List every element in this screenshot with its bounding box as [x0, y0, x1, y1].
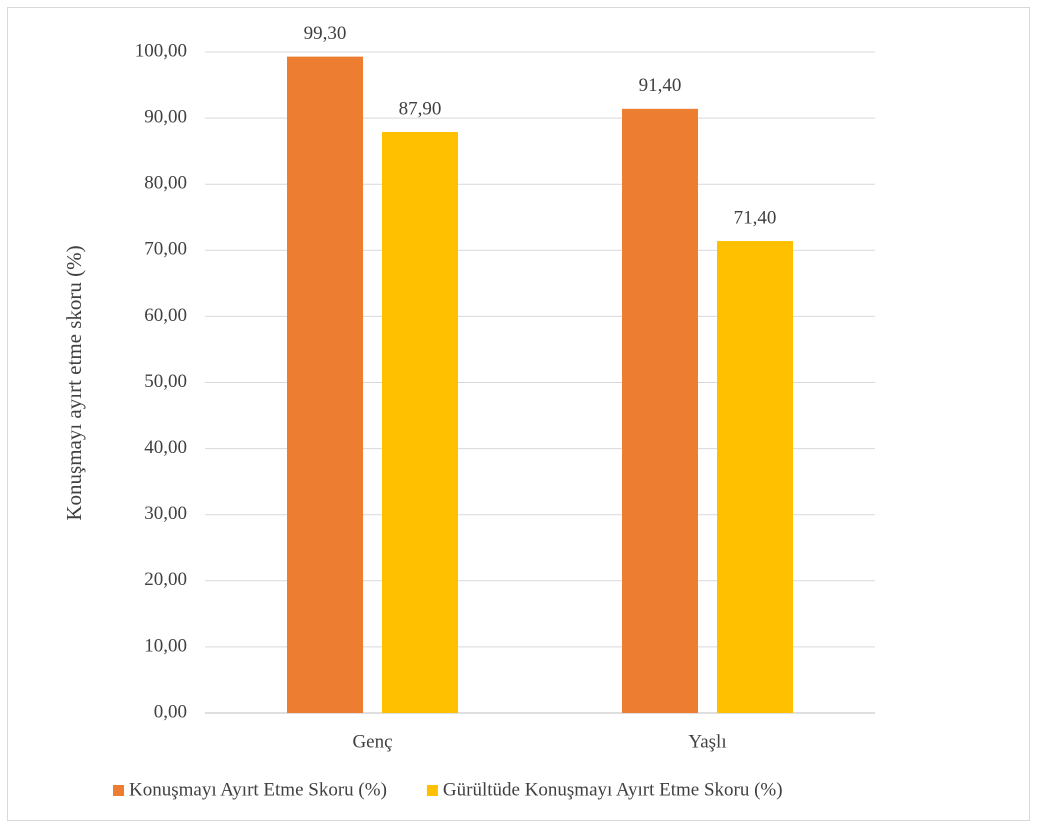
- y-tick-label: 100,00: [135, 40, 187, 61]
- y-tick-label: 30,00: [144, 503, 187, 524]
- y-tick-label: 90,00: [144, 106, 187, 127]
- data-label: 91,40: [639, 75, 682, 96]
- y-tick-label: 50,00: [144, 371, 187, 392]
- bar: [622, 108, 698, 713]
- data-label: 71,40: [734, 207, 777, 228]
- y-tick-label: 70,00: [144, 239, 187, 260]
- data-label: 87,90: [399, 98, 442, 119]
- y-tick-label: 60,00: [144, 305, 187, 326]
- y-tick-label: 20,00: [144, 569, 187, 590]
- legend-label: Konuşmayı Ayırt Etme Skoru (%): [129, 779, 387, 800]
- bar: [382, 131, 458, 713]
- data-label: 99,30: [304, 23, 347, 44]
- y-tick-label: 40,00: [144, 437, 187, 458]
- y-tick-label: 80,00: [144, 173, 187, 194]
- legend-swatch: [113, 785, 124, 796]
- y-axis-label: Konuşmayı ayırt etme skoru (%): [62, 245, 86, 520]
- chart-border: [7, 7, 1030, 821]
- y-tick-label: 10,00: [144, 635, 187, 656]
- legend-swatch: [426, 785, 438, 796]
- legend-label: Gürültüde Konuşmayı Ayırt Etme Skoru (%): [443, 779, 783, 800]
- y-tick-label: 0,00: [154, 701, 187, 722]
- bar: [287, 56, 363, 713]
- x-tick-label: Yaşlı: [688, 731, 726, 752]
- x-tick-label: Genç: [352, 731, 392, 752]
- bar: [717, 241, 793, 713]
